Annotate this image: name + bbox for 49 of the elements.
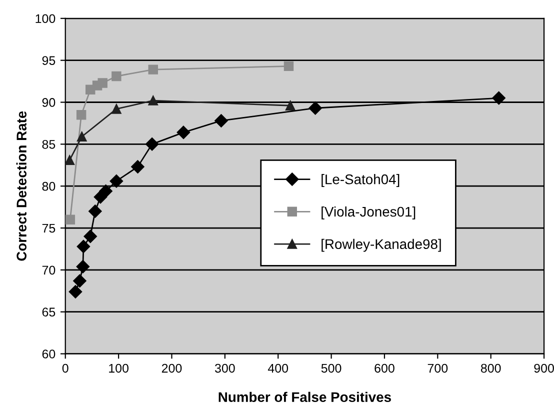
x-tick-label: 700 xyxy=(428,364,448,373)
point xyxy=(112,104,122,114)
x-tick-label: 900 xyxy=(534,364,554,373)
y-tick-label: 60 xyxy=(42,350,56,358)
point xyxy=(73,274,86,288)
point xyxy=(148,96,158,106)
point xyxy=(110,174,124,188)
x-tick-label: 100 xyxy=(109,364,128,373)
y-tick-label: 90 xyxy=(42,98,56,107)
point xyxy=(492,91,506,105)
point xyxy=(99,184,112,198)
x-tick-label: 500 xyxy=(321,364,342,373)
legend-label: [Le-Satoh04] xyxy=(322,174,400,188)
x-tick-label: 400 xyxy=(268,364,288,373)
point xyxy=(65,155,74,165)
point xyxy=(308,102,322,115)
x-tick-label: 0 xyxy=(62,364,68,373)
y-tick-label: 80 xyxy=(42,182,56,191)
point xyxy=(98,78,108,88)
y-tick-label: 75 xyxy=(42,224,56,233)
point xyxy=(84,230,97,243)
x-tick-label: 300 xyxy=(214,364,235,373)
point xyxy=(131,160,144,174)
point xyxy=(76,110,86,120)
point xyxy=(145,138,159,151)
point xyxy=(68,285,82,298)
point xyxy=(88,204,102,218)
y-axis-title: Correct Detection Rate xyxy=(16,111,26,261)
y-tick-label: 100 xyxy=(36,14,56,24)
point xyxy=(214,114,228,128)
y-tick-label: 70 xyxy=(42,266,56,275)
point xyxy=(76,132,87,142)
x-axis-title: Number of False Positives xyxy=(218,392,391,402)
legend-label: [Rowley-Kanade98] xyxy=(322,238,441,252)
x-tick-label: 600 xyxy=(374,364,394,373)
point xyxy=(285,100,296,110)
point xyxy=(65,214,76,224)
point xyxy=(112,71,122,82)
y-tick-label: 65 xyxy=(42,308,56,317)
point xyxy=(284,61,294,72)
point xyxy=(76,260,90,274)
y-tick-label: 95 xyxy=(42,56,56,65)
point xyxy=(176,126,190,140)
x-tick-label: 200 xyxy=(162,364,182,373)
point xyxy=(76,240,90,254)
y-tick-label: 85 xyxy=(42,140,56,149)
x-tick-label: 800 xyxy=(480,364,501,373)
point xyxy=(148,64,158,74)
legend-label: [Viola-Jones01] xyxy=(322,206,416,220)
